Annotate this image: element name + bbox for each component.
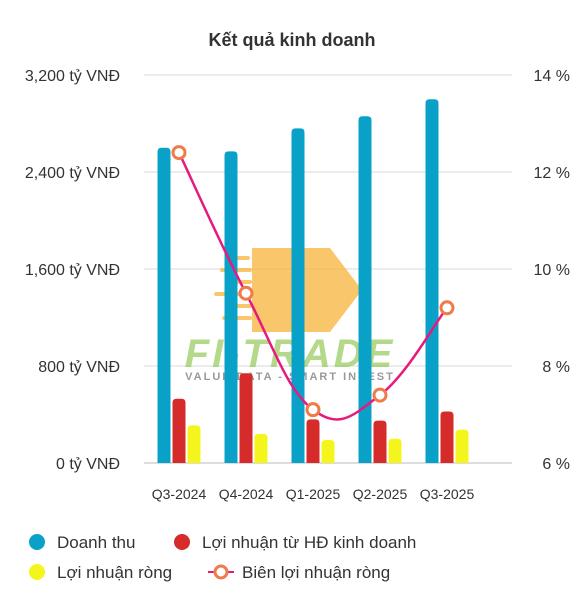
fi-trade-watermark-logo: FI-TRADE VALUE DATA - SMART INVEST — [185, 248, 396, 383]
left-tick-label: 800 tỷ VNĐ — [38, 359, 120, 376]
bar-revenue — [157, 147, 171, 463]
watermark-brand: FI-TRADE — [185, 332, 396, 376]
bar-net-profit — [388, 438, 402, 463]
legend-marker-operating-profit — [174, 534, 190, 550]
bar-operating-profit — [172, 398, 186, 463]
net-margin-point — [171, 145, 187, 161]
right-tick-label: 12 % — [534, 165, 570, 182]
bar-net-profit — [455, 429, 469, 463]
bar-operating-profit — [306, 419, 320, 463]
chart-title: Kết quả kinh doanh — [208, 30, 375, 50]
bar-operating-profit — [440, 411, 454, 463]
net-margin-line — [177, 152, 448, 421]
left-axis-ticks: 0 tỷ VNĐ 800 tỷ VNĐ 1,600 tỷ VNĐ 2,400 tỷ V… — [25, 68, 120, 473]
x-tick-label: Q3-2024 — [152, 486, 207, 502]
net-margin-point — [372, 387, 388, 403]
legend-label-operating-profit: Lợi nhuận từ HĐ kinh doanh — [202, 533, 416, 552]
x-tick-label: Q2-2025 — [353, 486, 408, 502]
x-tick-label: Q4-2024 — [219, 486, 274, 502]
x-axis-ticks: Q3-2024 Q4-2024 Q1-2025 Q2-2025 Q3-2025 — [152, 486, 475, 502]
bar-net-profit — [187, 425, 201, 463]
legend-label-revenue: Doanh thu — [57, 533, 135, 552]
bar-operating-profit — [373, 420, 387, 463]
right-tick-label: 14 % — [534, 68, 570, 85]
legend-label-net-margin: Biên lợi nhuận ròng — [242, 563, 390, 582]
bar-revenue — [291, 128, 305, 463]
left-tick-label: 1,600 tỷ VNĐ — [25, 262, 120, 279]
x-tick-label: Q1-2025 — [286, 486, 341, 502]
left-tick-label: 0 tỷ VNĐ — [56, 456, 120, 473]
legend: Doanh thu Lợi nhuận từ HĐ kinh doanh Lợi… — [29, 533, 416, 582]
right-tick-label: 8 % — [542, 359, 570, 376]
net-margin-point — [305, 402, 321, 418]
margin-line — [171, 145, 455, 421]
bar-operating-profit — [239, 373, 253, 463]
bar-revenue — [425, 99, 439, 463]
x-tick-label: Q3-2025 — [420, 486, 475, 502]
bar-net-profit — [254, 433, 268, 463]
net-margin-point — [439, 300, 455, 316]
legend-marker-net-profit — [29, 564, 45, 580]
bar-revenue — [358, 116, 372, 463]
right-axis-ticks: 6 % 8 % 10 % 12 % 14 % — [534, 68, 570, 473]
watermark-arrow-shape — [252, 248, 362, 332]
left-tick-label: 3,200 tỷ VNĐ — [25, 68, 120, 85]
net-margin-point — [238, 285, 254, 301]
bar-revenue — [224, 151, 238, 463]
legend-marker-net-margin — [213, 564, 229, 580]
left-tick-label: 2,400 tỷ VNĐ — [25, 165, 120, 182]
bars — [157, 99, 469, 463]
right-tick-label: 10 % — [534, 262, 570, 279]
legend-label-net-profit: Lợi nhuận ròng — [57, 563, 172, 582]
right-tick-label: 6 % — [542, 456, 570, 473]
bar-net-profit — [321, 439, 335, 463]
legend-marker-revenue — [29, 534, 45, 550]
